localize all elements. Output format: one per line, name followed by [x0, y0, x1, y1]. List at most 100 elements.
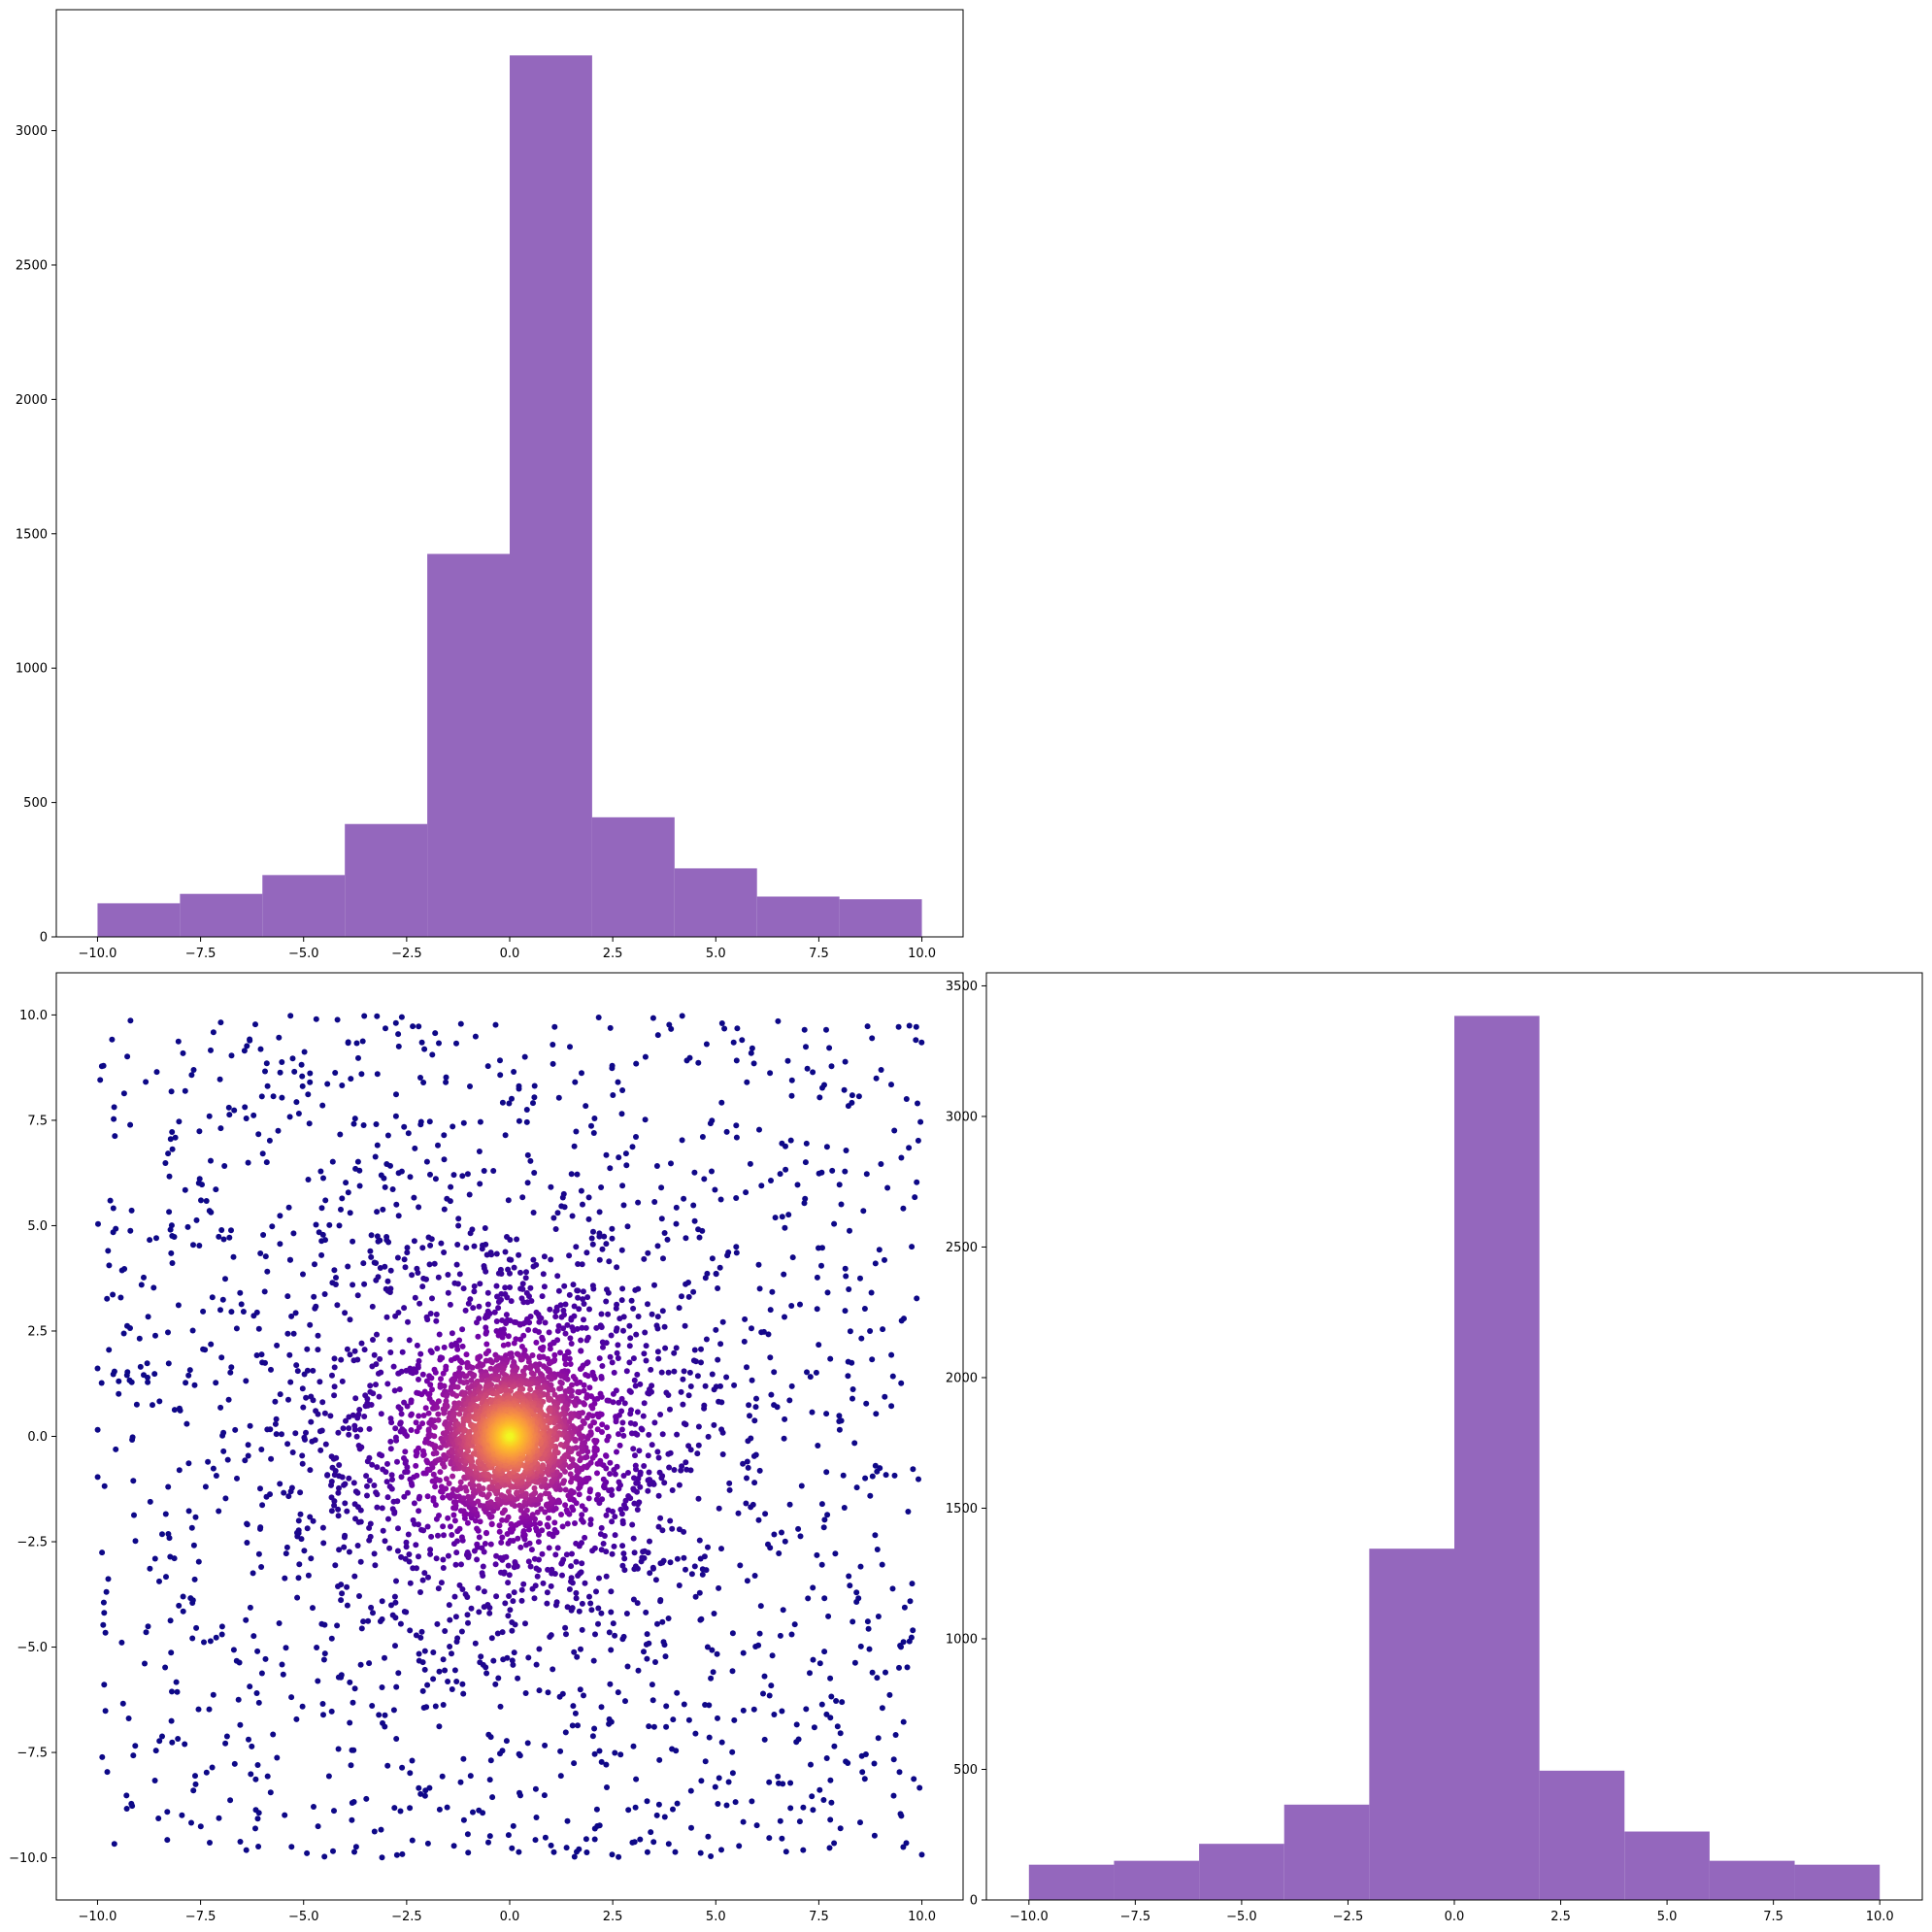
scatter-plot-point: [372, 1562, 379, 1569]
scatter-plot-point: [375, 1238, 382, 1245]
scatter-plot-point: [151, 1555, 158, 1562]
scatter-plot-point: [655, 1355, 662, 1362]
scatter-plot-point: [369, 1703, 376, 1709]
scatter-plot-point: [536, 1329, 542, 1335]
scatter-plot-point: [345, 1040, 351, 1047]
scatter-plot-point: [765, 1331, 772, 1338]
scatter-plot-point: [827, 1777, 834, 1783]
scatter-plot-point: [247, 1422, 253, 1429]
scatter-plot-point: [380, 1719, 385, 1726]
scatter-plot-point: [654, 1314, 661, 1320]
scatter-plot-point: [279, 1661, 285, 1668]
scatter-plot-point: [659, 1308, 666, 1315]
scatter-plot-point: [788, 1092, 795, 1099]
scatter-plot-point: [407, 1174, 414, 1181]
scatter-plot-point: [845, 1358, 851, 1365]
scatter-plot-point: [456, 1582, 463, 1588]
scatter-plot-point: [572, 1079, 579, 1085]
scatter-plot-point: [338, 1582, 345, 1588]
scatter-plot-point: [579, 1540, 584, 1547]
scatter-plot-point: [216, 1233, 222, 1240]
scatter-plot-point: [632, 1462, 639, 1469]
scatter-plot-point: [470, 1305, 477, 1312]
scatter-plot-point: [331, 1498, 338, 1505]
scatter-plot-point: [430, 1676, 437, 1682]
scatter-plot-point: [392, 1425, 399, 1432]
scatter-plot-point: [440, 1656, 447, 1663]
scatter-plot-point: [550, 1060, 556, 1067]
scatter-plot-point: [475, 1498, 482, 1505]
scatter-plot-point: [606, 1487, 613, 1494]
scatter-plot-point: [295, 1575, 302, 1582]
scatter-plot-point: [133, 1401, 140, 1408]
scatter-plot-point: [853, 1589, 860, 1596]
top-histogram-x-tick-label: −7.5: [185, 947, 217, 961]
scatter-plot-point: [374, 1142, 381, 1149]
scatter-plot-point: [903, 1840, 910, 1847]
scatter-plot-point: [388, 1602, 394, 1609]
scatter-plot-point: [465, 1493, 472, 1500]
scatter-plot-point: [450, 1172, 457, 1179]
scatter-plot-point: [676, 1305, 683, 1312]
scatter-plot-point: [526, 1526, 532, 1533]
scatter-plot-point: [509, 1095, 515, 1102]
scatter-plot-point: [509, 1619, 516, 1625]
scatter-plot-point: [509, 1353, 515, 1360]
scatter-plot-point: [460, 1285, 467, 1292]
scatter-plot-point: [354, 1489, 361, 1496]
scatter-plot-point: [608, 1588, 615, 1595]
scatter-plot-point: [152, 1332, 158, 1339]
scatter-plot-point: [477, 1118, 483, 1125]
scatter-plot-point: [729, 1630, 736, 1637]
scatter-plot-point: [579, 1444, 584, 1450]
scatter-plot-point: [405, 1130, 412, 1137]
scatter-plot-point: [390, 1363, 397, 1370]
scatter-plot-point: [579, 1560, 585, 1567]
scatter-plot-point: [277, 1069, 283, 1076]
scatter-plot-point: [389, 1477, 395, 1482]
scatter-plot-point: [726, 1480, 733, 1486]
scatter-plot-point: [123, 1792, 130, 1799]
scatter-plot-point: [871, 1832, 878, 1839]
scatter-plot-point: [767, 1307, 774, 1314]
top-histogram-y-tick-label: 2500: [16, 258, 48, 273]
scatter-plot-point: [458, 1628, 465, 1635]
scatter-plot-point: [601, 1482, 608, 1488]
scatter-plot-point: [315, 1332, 321, 1339]
scatter-plot-point: [823, 1469, 830, 1476]
scatter-plot-point: [783, 1849, 789, 1855]
scatter-plot-point: [733, 1134, 740, 1141]
scatter-plot-point: [254, 1815, 261, 1822]
scatter-plot-point: [753, 1822, 760, 1829]
scatter-plot-point: [397, 1406, 404, 1413]
scatter-plot-point: [166, 1535, 173, 1542]
scatter-plot-point: [182, 1186, 188, 1193]
scatter-plot-point: [505, 1488, 512, 1495]
scatter-plot-point: [658, 1369, 665, 1376]
scatter-plot-point: [551, 1526, 558, 1533]
scatter-plot-point: [379, 1505, 385, 1512]
scatter-plot-point: [692, 1730, 699, 1737]
scatter-plot-point: [221, 1163, 228, 1169]
scatter-plot-point: [788, 1631, 795, 1638]
scatter-plot-point: [655, 1523, 662, 1530]
scatter-plot-point: [590, 1130, 597, 1136]
scatter-plot-point: [837, 1825, 844, 1832]
scatter-plot-point: [438, 1240, 445, 1247]
scatter-plot-point: [258, 1670, 265, 1677]
scatter-plot-point: [676, 1526, 683, 1533]
scatter-plot-point: [407, 1805, 414, 1812]
scatter-plot-point: [795, 1736, 802, 1743]
scatter-plot-point: [576, 1450, 583, 1457]
scatter-plot-point: [337, 1131, 344, 1138]
scatter-plot-point: [438, 1376, 444, 1382]
scatter-plot-point: [649, 1442, 655, 1449]
scatter-plot-point: [523, 1507, 530, 1514]
scatter-plot-point: [544, 1521, 550, 1528]
scatter-plot-point: [167, 1226, 174, 1233]
scatter-plot-point: [252, 1021, 258, 1028]
scatter-plot-point: [344, 1602, 350, 1609]
scatter-plot-point: [906, 1145, 913, 1151]
scatter-plot-point: [105, 1248, 112, 1254]
scatter-plot-point: [874, 1675, 881, 1682]
